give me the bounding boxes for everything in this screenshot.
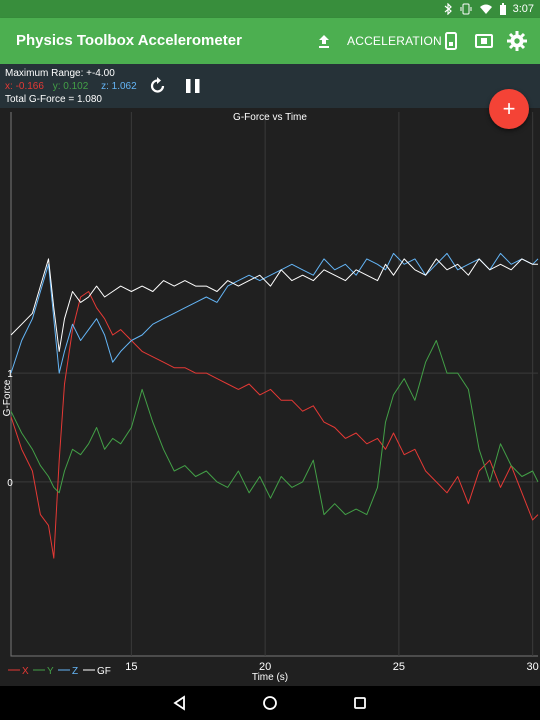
mode-selector[interactable]: ACCELERATION [347, 34, 442, 48]
legend-label: GF [97, 666, 111, 677]
chart-title: G-Force vs Time [233, 112, 307, 123]
display-icon[interactable] [473, 30, 495, 52]
gforce-chart: G-Force vs Time G-Force Time (s) 15 20 25 3… [2, 112, 539, 683]
series-line-gf [10, 258, 538, 352]
app-bar: Physics Toolbox Accelerometer ACCELERATI… [0, 18, 540, 64]
z-label: z: [101, 81, 109, 92]
axis-frame [10, 112, 538, 657]
add-marker-button[interactable]: + [489, 89, 529, 129]
x-tick-label: 30 [527, 661, 539, 673]
legend-label: X [22, 666, 29, 677]
z-value: 1.062 [111, 81, 137, 92]
x-axis-label: Time (s) [252, 672, 288, 683]
clock: 3:07 [512, 3, 534, 15]
upload-icon[interactable] [316, 33, 332, 49]
x-tick-label: 15 [125, 661, 137, 673]
readout-panel: Maximum Range: +-4.00 x: -0.166 y: 0.102… [0, 64, 540, 108]
nav-bar [0, 686, 540, 720]
chart-area: G-Force vs Time G-Force Time (s) 15 20 25 3… [0, 108, 540, 686]
y-tick-label: 1 [7, 369, 13, 380]
refresh-icon[interactable] [148, 76, 168, 96]
x-tick-label: 20 [259, 661, 271, 673]
home-icon[interactable] [261, 694, 279, 712]
y-axis-label: G-Force [2, 379, 13, 416]
legend-label: Z [72, 666, 78, 677]
bluetooth-icon [444, 3, 452, 15]
recents-icon[interactable] [351, 694, 369, 712]
y-value: 0.102 [63, 81, 89, 92]
chart-legend: X Y Z GF [8, 666, 111, 677]
series-line-y [10, 340, 539, 516]
axis-readout: x: -0.166 y: 0.102 z: 1.062 [5, 81, 137, 92]
status-icons: 3:07 [443, 2, 534, 16]
gear-icon[interactable] [506, 30, 528, 52]
total-gforce: Total G-Force = 1.080 [5, 94, 102, 105]
status-bar: 3:07 [0, 0, 540, 18]
max-range: Maximum Range: +-4.00 [5, 68, 115, 79]
x-label: x: [5, 81, 13, 92]
y-tick-label: 0 [7, 478, 13, 489]
y-label: y: [52, 81, 61, 92]
legend-label: Y [47, 666, 54, 677]
back-icon[interactable] [171, 694, 189, 712]
vibrate-icon [460, 3, 472, 15]
wifi-icon [479, 4, 492, 14]
x-value: -0.166 [15, 81, 44, 92]
app-title: Physics Toolbox Accelerometer [16, 32, 242, 49]
series-line-z [10, 252, 539, 374]
series-line-x [10, 291, 539, 559]
x-tick-label: 25 [393, 661, 405, 673]
phone-icon[interactable] [440, 30, 462, 52]
pause-icon[interactable] [183, 76, 203, 96]
battery-icon [499, 3, 506, 15]
